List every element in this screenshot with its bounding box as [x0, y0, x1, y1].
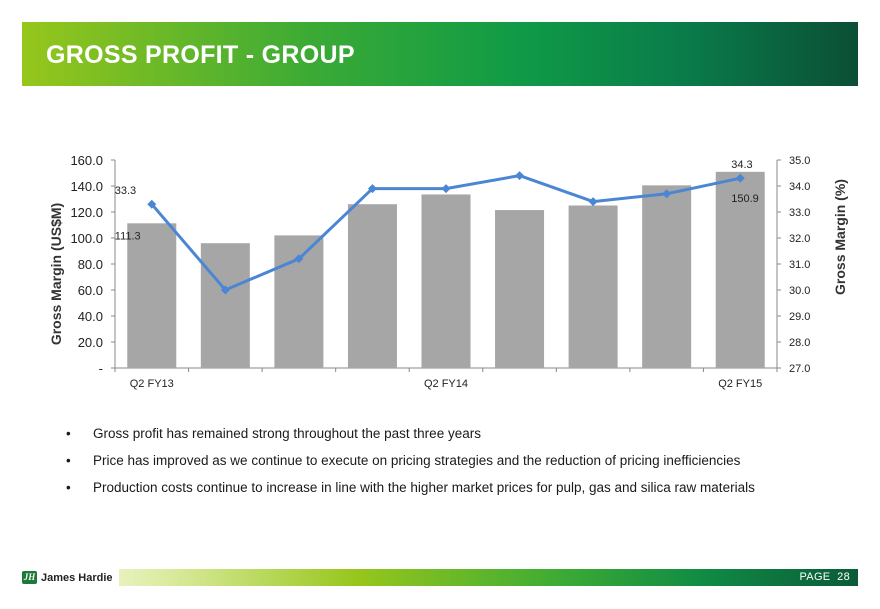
logo-mark-icon: JH — [22, 571, 37, 584]
y-right-tick-label: 31.0 — [789, 259, 810, 271]
page-label-text: PAGE — [799, 571, 831, 583]
line-point — [735, 173, 745, 183]
y-tick-label: 140.0 — [70, 179, 103, 194]
line-point — [147, 199, 157, 209]
line-point — [441, 184, 451, 194]
bullet-dot: • — [66, 453, 71, 468]
footer-bar: JH James Hardie PAGE 28 — [22, 569, 858, 586]
bullet-text: Gross profit has remained strong through… — [93, 426, 481, 441]
bullet-text: Production costs continue to increase in… — [93, 480, 755, 495]
y-right-tick-label: 34.0 — [789, 181, 810, 193]
page-number: PAGE 28 — [799, 571, 850, 583]
bar — [421, 194, 471, 368]
y-right-tick-label: 32.0 — [789, 233, 810, 245]
x-tick-label: Q2 FY13 — [130, 378, 174, 390]
data-label: 111.3 — [115, 230, 141, 242]
y-tick-label: - — [99, 361, 103, 376]
y-tick-label: 80.0 — [78, 257, 103, 272]
y-right-tick-label: 27.0 — [789, 363, 810, 375]
bar — [568, 205, 618, 368]
y-right-tick-label: 35.0 — [789, 155, 810, 167]
x-tick-label: Q2 FY15 — [718, 378, 762, 390]
bullet-item: • Production costs continue to increase … — [66, 480, 856, 495]
y-tick-label: 40.0 — [78, 309, 103, 324]
line-point — [662, 189, 672, 199]
line-point — [367, 184, 377, 194]
bar — [495, 210, 545, 368]
y-right-axis-title: Gross Margin (%) — [832, 179, 848, 295]
page-title: GROSS PROFIT - GROUP — [46, 41, 355, 69]
y-tick-label: 120.0 — [70, 205, 103, 220]
bar — [715, 171, 765, 368]
y-axis-title: Gross Margin (US$M) — [48, 203, 64, 345]
title-bar: GROSS PROFIT - GROUP — [22, 22, 858, 86]
x-tick-label: Q2 FY14 — [424, 378, 468, 390]
y-right-tick-label: 30.0 — [789, 285, 810, 297]
page-number-value: 28 — [837, 571, 850, 583]
data-label: 150.9 — [731, 193, 759, 205]
y-right-tick-label: 33.0 — [789, 207, 810, 219]
y-tick-label: 60.0 — [78, 283, 103, 298]
bullet-dot: • — [66, 426, 71, 441]
line-point — [515, 171, 525, 181]
bar — [200, 243, 250, 368]
data-label: 34.3 — [731, 159, 752, 171]
bullet-item: • Price has improved as we continue to e… — [66, 453, 856, 468]
y-tick-label: 160.0 — [70, 153, 103, 168]
bullet-item: • Gross profit has remained strong throu… — [66, 426, 856, 441]
company-logo: JH James Hardie — [22, 569, 119, 586]
gross-profit-chart: - 20.0 40.0 60.0 80.0 100.0 120.0 140.0 160.0 27.… — [48, 153, 848, 390]
y-tick-label: 20.0 — [78, 335, 103, 350]
bullet-list: • Gross profit has remained strong throu… — [66, 426, 856, 507]
bullet-dot: • — [66, 480, 71, 495]
y-right-tick-label: 28.0 — [789, 337, 810, 349]
y-tick-label: 100.0 — [70, 231, 103, 246]
y-right-tick-label: 29.0 — [789, 311, 810, 323]
line-point — [294, 254, 304, 264]
brand-name: James Hardie — [41, 571, 113, 584]
bullet-text: Price has improved as we continue to exe… — [93, 453, 741, 468]
line-point — [220, 285, 230, 295]
data-label: 33.3 — [115, 185, 136, 197]
bar — [642, 185, 692, 368]
bar — [127, 223, 177, 368]
line-point — [588, 197, 598, 207]
bar — [347, 204, 397, 368]
